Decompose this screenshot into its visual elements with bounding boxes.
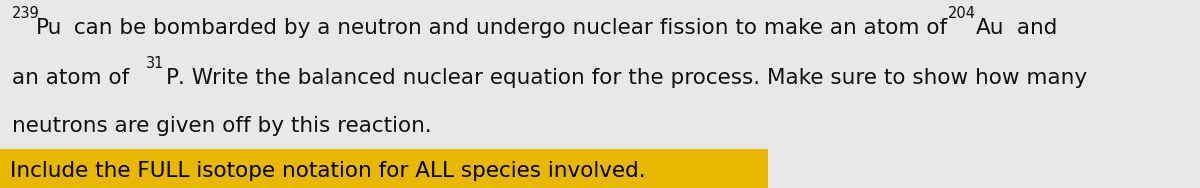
- FancyBboxPatch shape: [0, 149, 768, 188]
- Text: 239: 239: [12, 6, 40, 21]
- Text: 204: 204: [948, 6, 976, 21]
- Text: can be bombarded by a neutron and undergo nuclear fission to make an atom of: can be bombarded by a neutron and underg…: [67, 18, 954, 38]
- Text: an atom of: an atom of: [12, 68, 136, 88]
- Text: Au: Au: [976, 18, 1004, 38]
- Text: . Write the balanced nuclear equation for the process. Make sure to show how man: . Write the balanced nuclear equation fo…: [178, 68, 1087, 88]
- Text: and: and: [1010, 18, 1057, 38]
- Text: Include the FULL isotope notation for ALL species involved.: Include the FULL isotope notation for AL…: [10, 161, 646, 181]
- Text: 31: 31: [146, 56, 164, 71]
- Text: P: P: [166, 68, 179, 88]
- Text: Pu: Pu: [36, 18, 62, 38]
- Text: neutrons are given off by this reaction.: neutrons are given off by this reaction.: [12, 116, 432, 136]
